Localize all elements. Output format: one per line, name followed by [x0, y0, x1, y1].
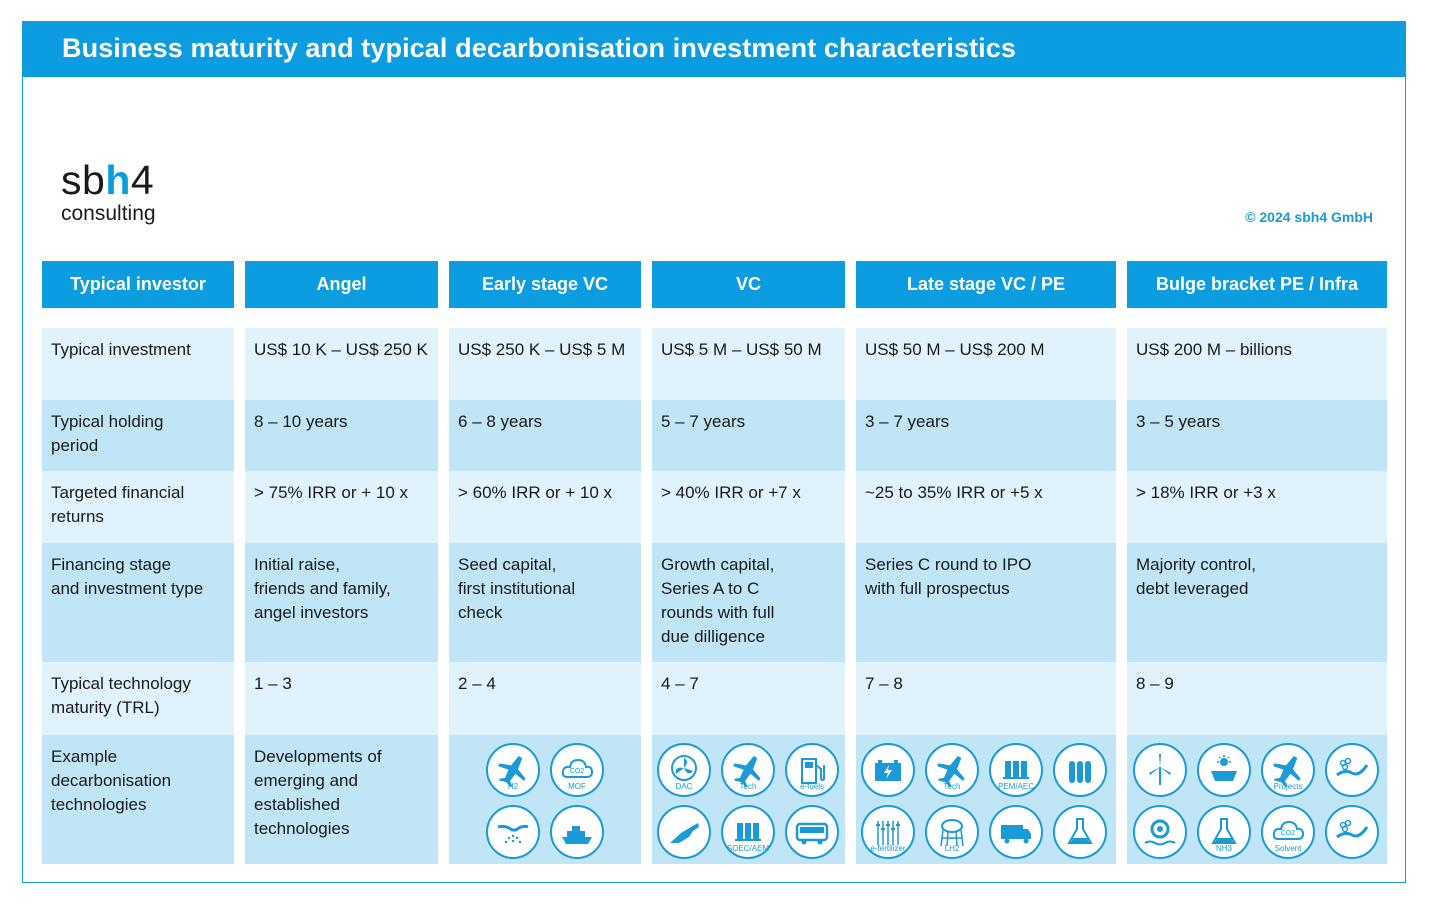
- truck-icon: [989, 805, 1043, 859]
- table-cell-late-stage-vc: 7 – 8: [856, 662, 1116, 735]
- icon-label: Solvent: [1274, 844, 1302, 853]
- table-cell-angel: Initial raise, friends and family, angel…: [245, 543, 438, 662]
- pipeline-transport-icon: [1325, 805, 1379, 859]
- table-cell-early-stage-vc: US$ 250 K – US$ 5 M: [449, 328, 641, 400]
- pipeline-molecules-icon: [1325, 743, 1379, 797]
- icon-label: DAC: [675, 782, 693, 791]
- table-cell-angel: Developments of emerging and established…: [245, 735, 438, 864]
- header-typical-investor: Typical investor: [42, 261, 234, 308]
- header-vc: VC: [652, 261, 845, 308]
- icon-label: MOF: [568, 782, 586, 791]
- icon-label: Projects: [1273, 782, 1303, 791]
- fuel-nozzle-icon: [657, 805, 711, 859]
- crops-fertilizer-icon: e-fertilizer: [861, 805, 915, 859]
- table-cell-bulge-bracket: US$ 200 M – billions: [1127, 328, 1387, 400]
- icon-label: LH2: [944, 844, 960, 853]
- icon-label: PEM/AEC: [997, 782, 1034, 791]
- gas-cylinders-icon: [1053, 743, 1107, 797]
- icon-label: e-fertilizer: [870, 844, 906, 853]
- header-late-stage-vc-pe: Late stage VC / PE: [856, 261, 1116, 308]
- table-cell-angel: 1 – 3: [245, 662, 438, 735]
- table-cell-bulge-bracket: 8 – 9: [1127, 662, 1387, 735]
- icon-label: e-fuels: [799, 782, 824, 791]
- table-cell-angel: 8 – 10 years: [245, 400, 438, 471]
- svg-text:CO2: CO2: [1281, 830, 1296, 837]
- table-cell-label: Typical technology maturity (TRL): [42, 662, 234, 735]
- fuel-pump-icon: e-fuels: [785, 743, 839, 797]
- spray-nozzle-icon: [486, 805, 540, 859]
- table-cell-bulge-bracket: Majority control, debt leveraged: [1127, 543, 1387, 662]
- icon-label: SOEC/AEM: [726, 844, 770, 853]
- table-cell-vc: > 40% IRR or +7 x: [652, 471, 845, 543]
- aircraft-h2-icon: H2: [486, 743, 540, 797]
- icon-label: H2: [507, 782, 519, 791]
- copyright-notice: © 2024 sbh4 GmbH: [1245, 209, 1373, 225]
- page-title: Business maturity and typical decarbonis…: [62, 33, 1017, 63]
- icon-label: Tech: [739, 782, 757, 791]
- table-cell-vc: US$ 5 M – US$ 50 M: [652, 328, 845, 400]
- table-cell-vc: 5 – 7 years: [652, 400, 845, 471]
- electrolyser-pem-icon: PEM/AEC: [989, 743, 1043, 797]
- aircraft-projects-icon: Projects: [1261, 743, 1315, 797]
- table-cell-early-stage-vc: > 60% IRR or + 10 x: [449, 471, 641, 543]
- table-cell-early-stage-vc: 2 – 4: [449, 662, 641, 735]
- table-cell-vc: 4 – 7: [652, 662, 845, 735]
- svg-text:CO2: CO2: [570, 768, 585, 775]
- aircraft-tech-icon: Tech: [925, 743, 979, 797]
- icon-label: Tech: [943, 782, 961, 791]
- table-cell-label: Financing stage and investment type: [42, 543, 234, 662]
- table-cell-label: Typical holding period: [42, 400, 234, 471]
- table-cell-label: Targeted financial returns: [42, 471, 234, 543]
- table-cell-late-stage-vc: Series C round to IPO with full prospect…: [856, 543, 1116, 662]
- table-cell-bulge-bracket: > 18% IRR or +3 x: [1127, 471, 1387, 543]
- icon-label: NH3: [1215, 844, 1232, 853]
- title-banner: Business maturity and typical decarbonis…: [22, 21, 1406, 77]
- table-cell-angel: US$ 10 K – US$ 250 K: [245, 328, 438, 400]
- fan-dac-icon: DAC: [657, 743, 711, 797]
- table-cell-vc: Growth capital, Series A to C rounds wit…: [652, 543, 845, 662]
- table-cell-early-stage-vc: Seed capital, first institutional check: [449, 543, 641, 662]
- hydro-turbine-icon: [1133, 805, 1187, 859]
- cloud-co2-mof-icon: CO2 MOF: [550, 743, 604, 797]
- table-cell-label: Typical investment: [42, 328, 234, 400]
- electrolyser-soec-icon: SOEC/AEM: [721, 805, 775, 859]
- table-cell-angel: > 75% IRR or + 10 x: [245, 471, 438, 543]
- header-early-stage-vc: Early stage VC: [449, 261, 641, 308]
- aircraft-tech-icon: Tech: [721, 743, 775, 797]
- table-cell-early-stage-vc: 6 – 8 years: [449, 400, 641, 471]
- company-logo: sbh4 consulting: [61, 157, 156, 225]
- bus-icon: [785, 805, 839, 859]
- cloud-co2-solvent-icon: CO2 Solvent: [1261, 805, 1315, 859]
- ship-icon: [550, 805, 604, 859]
- header-angel: Angel: [245, 261, 438, 308]
- flask-nh3-icon: NH3: [1197, 805, 1251, 859]
- table-cell-label: Example decarbonisation technologies: [42, 735, 234, 864]
- table-cell-late-stage-vc: US$ 50 M – US$ 200 M: [856, 328, 1116, 400]
- table-cell-late-stage-vc: 3 – 7 years: [856, 400, 1116, 471]
- header-bulge-bracket: Bulge bracket PE / Infra: [1127, 261, 1387, 308]
- flask-icon: [1053, 805, 1107, 859]
- water-tower-lh2-icon: LH2: [925, 805, 979, 859]
- wind-turbine-icon: [1133, 743, 1187, 797]
- battery-icon: [861, 743, 915, 797]
- table-cell-early-stage-vc: [449, 735, 641, 864]
- table-cell-bulge-bracket: 3 – 5 years: [1127, 400, 1387, 471]
- solar-panel-icon: [1197, 743, 1251, 797]
- table-cell-late-stage-vc: ~25 to 35% IRR or +5 x: [856, 471, 1116, 543]
